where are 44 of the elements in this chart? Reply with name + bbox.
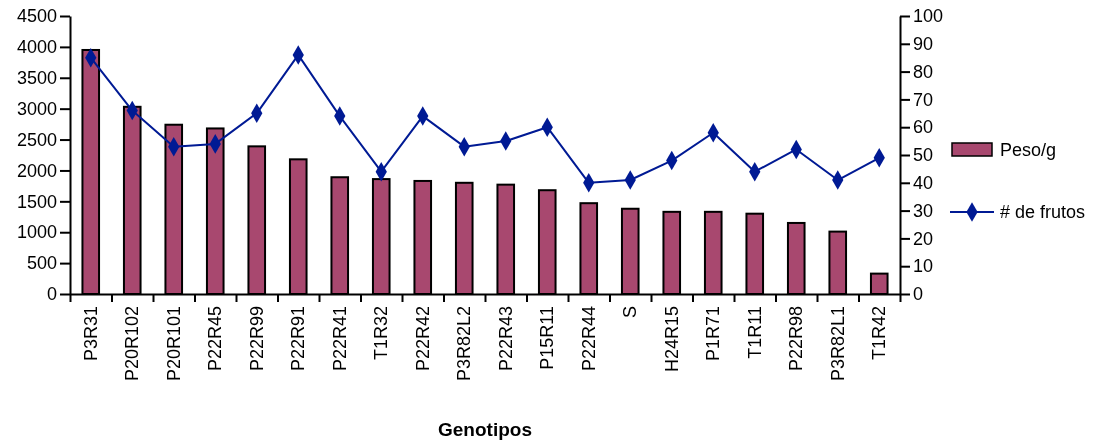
y2-tick-label: 30: [913, 200, 934, 221]
x-tick-label: T1R42: [869, 306, 890, 361]
x-tick-label: H24R15: [661, 306, 682, 373]
x-tick-label: P22R42: [412, 306, 433, 372]
y2-tick-label: 70: [913, 89, 934, 110]
x-tick-label: P22R44: [578, 306, 599, 372]
y-tick-label: 3500: [16, 68, 57, 89]
x-tick-label: P22R99: [246, 306, 267, 372]
y-tick-label: 4500: [16, 6, 57, 27]
y-tick-label: 2000: [16, 160, 57, 181]
y-tick-label: 1500: [16, 191, 57, 212]
x-tick-label: P22R43: [495, 306, 516, 372]
y-tick-label: 0: [46, 284, 57, 305]
x-tick-label: P22R91: [288, 306, 309, 372]
legend-label: # de frutos: [1000, 202, 1086, 222]
y2-tick-label: 80: [913, 61, 934, 82]
x-axis-title: Genotipos: [438, 419, 532, 440]
x-tick-label: T1R32: [371, 306, 392, 361]
y-tick-label: 3000: [16, 98, 57, 119]
x-tick-label: S: [620, 306, 641, 319]
x-tick-label: P22R98: [786, 306, 807, 372]
x-tick-label: P3R82L2: [454, 306, 475, 382]
x-tick-label: P3R82L1: [827, 306, 848, 382]
y2-tick-label: 0: [913, 284, 924, 305]
y2-tick-label: 20: [913, 228, 934, 249]
y2-tick-label: 50: [913, 145, 934, 166]
x-tick-label: P20R101: [163, 306, 184, 382]
y2-tick-label: 10: [913, 256, 934, 277]
y-tick-label: 4000: [16, 37, 57, 58]
y2-tick-label: 60: [913, 117, 934, 138]
y2-tick-label: 100: [913, 6, 944, 27]
y2-tick-label: 90: [913, 34, 934, 55]
x-tick-label: P1R71: [703, 306, 724, 362]
x-tick-label: P22R41: [329, 306, 350, 372]
y2-tick-label: 40: [913, 173, 934, 194]
x-tick-label: P3R31: [80, 306, 101, 362]
x-tick-label: P20R102: [122, 306, 143, 382]
x-tick-label: T1R11: [744, 306, 765, 359]
y-tick-label: 500: [26, 253, 57, 274]
x-tick-label: P15R11: [537, 306, 558, 370]
y-tick-label: 1000: [16, 222, 57, 243]
legend-label: Peso/g: [1000, 140, 1057, 160]
x-tick-label: P22R45: [205, 306, 226, 372]
y-tick-label: 2500: [16, 129, 57, 150]
